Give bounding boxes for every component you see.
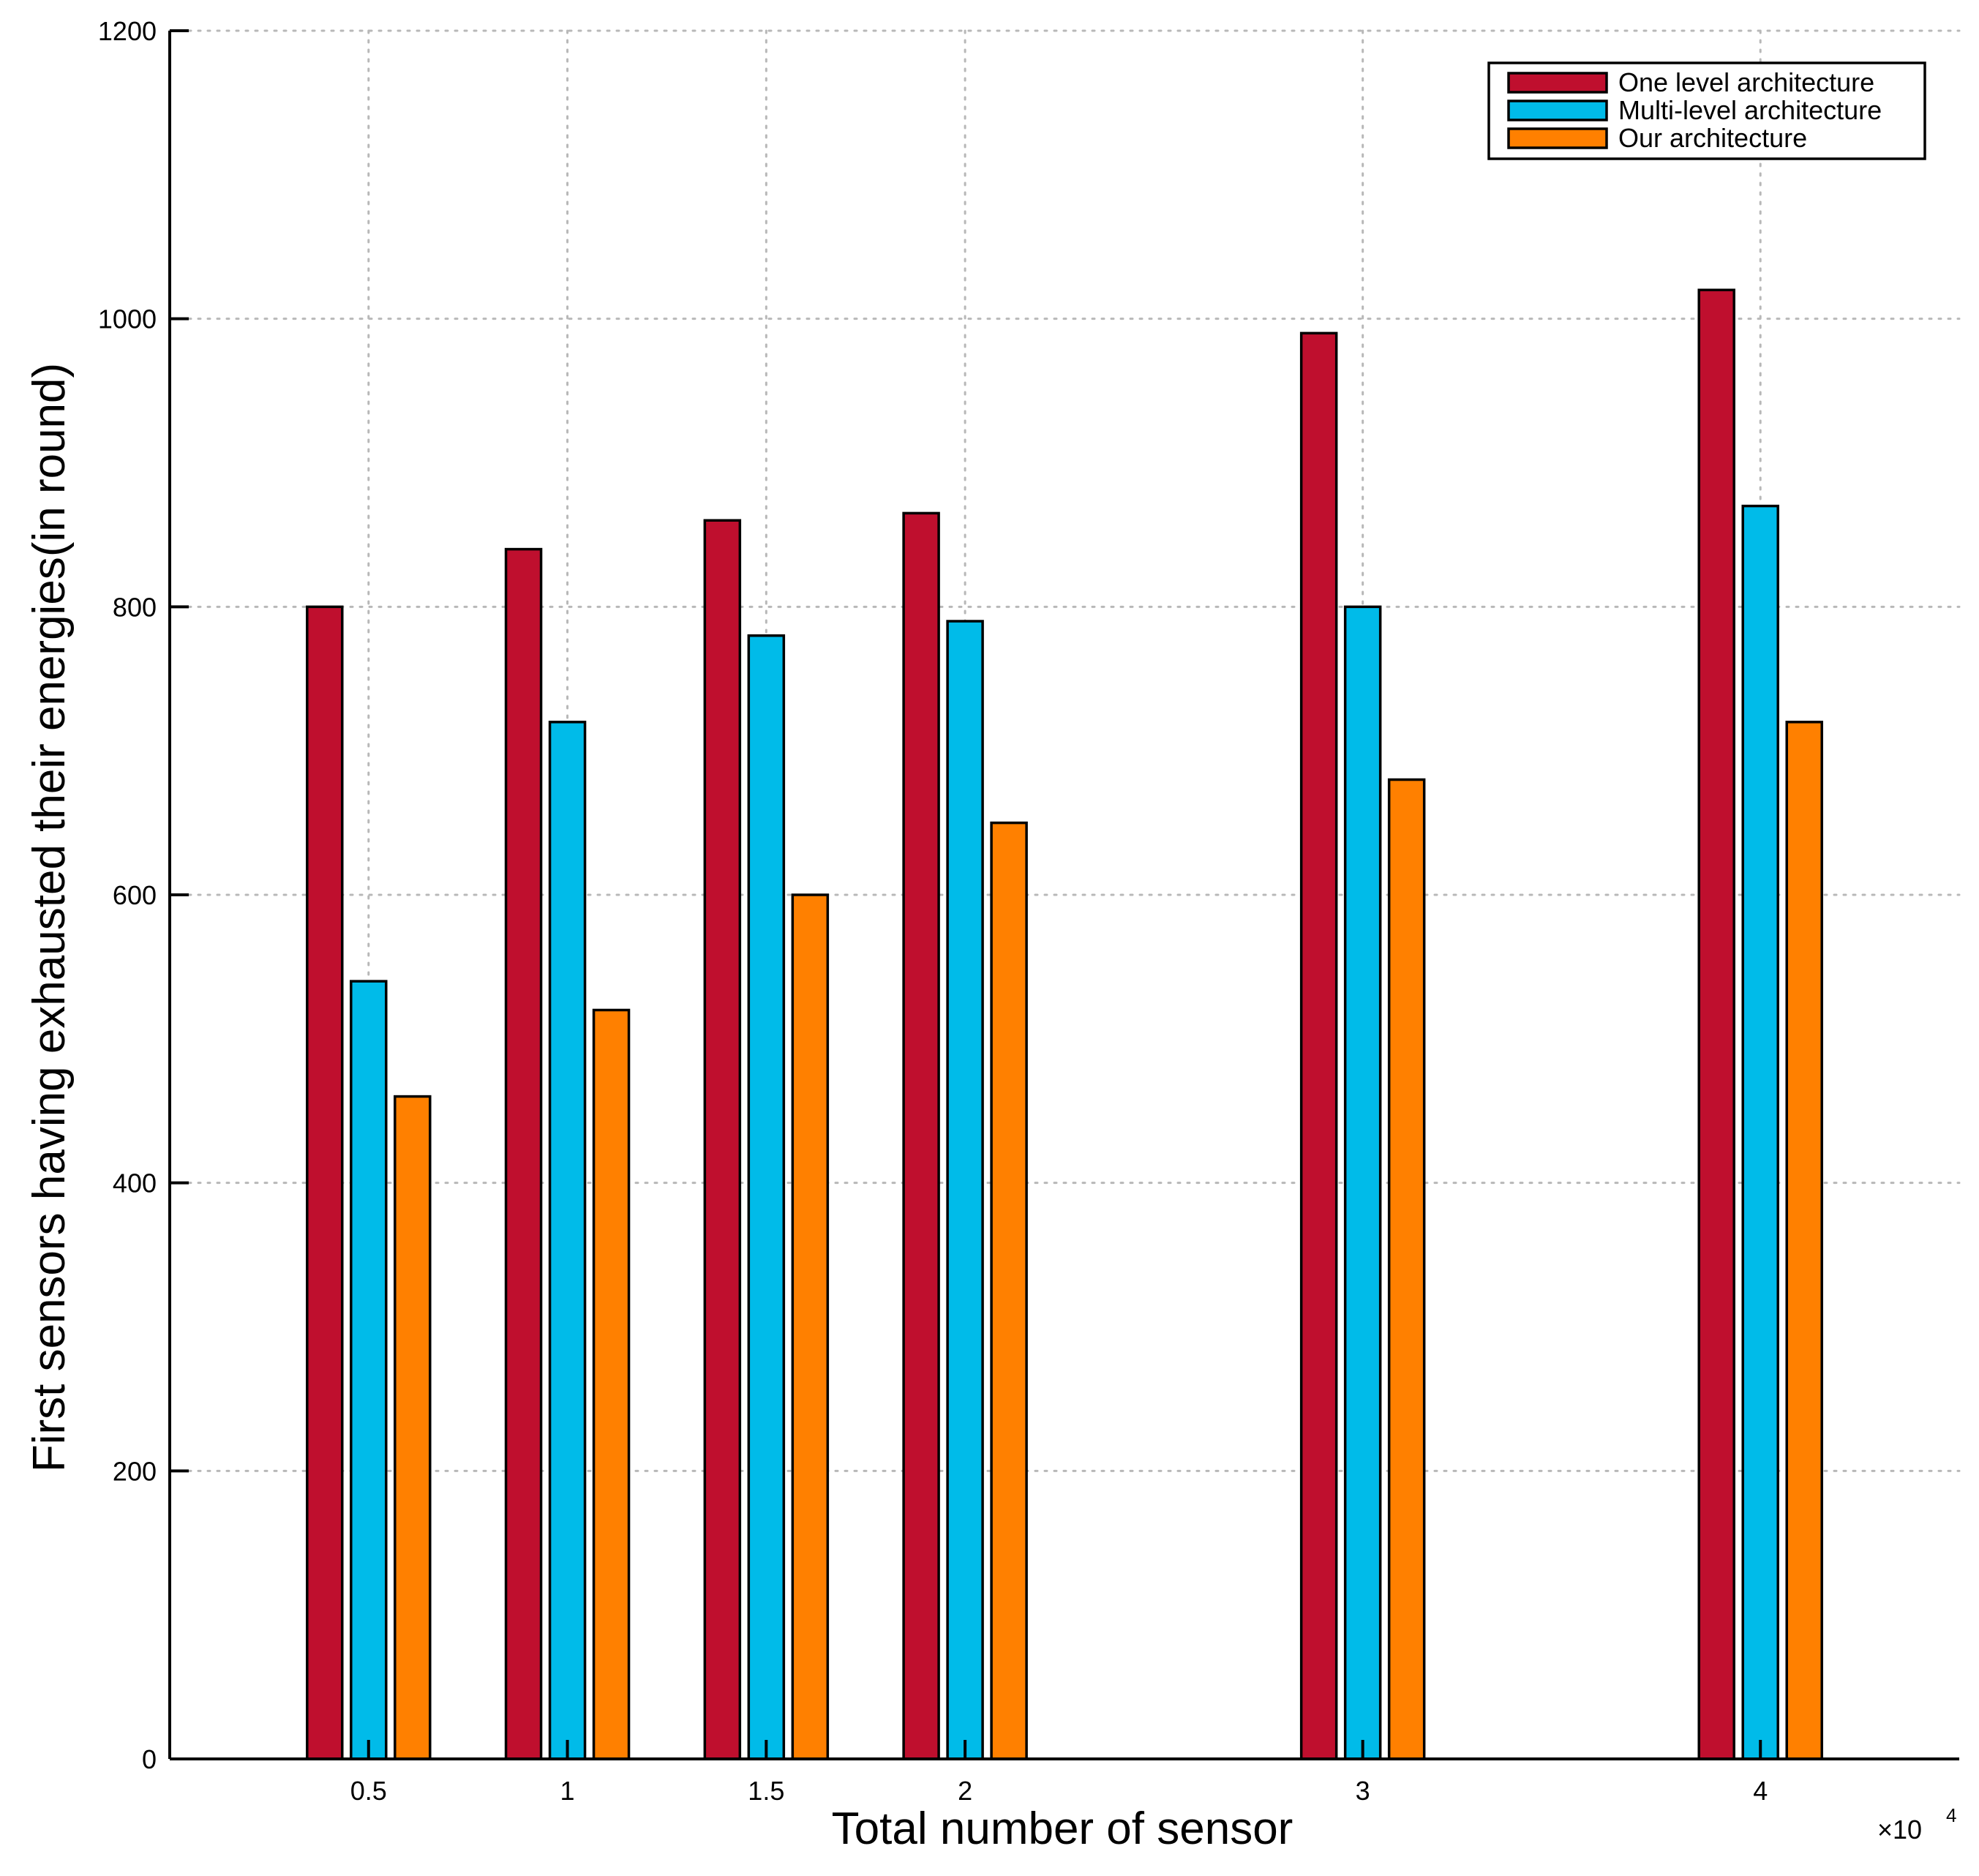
bar-series2-3 — [1343, 605, 1382, 1760]
bar-series3-1.5 — [791, 893, 830, 1760]
y-tick-label-1: 200 — [113, 1456, 157, 1486]
x-tick-label-2: 1.5 — [748, 1776, 784, 1806]
x-tick-label-0: 0.5 — [350, 1776, 387, 1806]
bar-series2-2 — [946, 620, 984, 1760]
grid-lines — [168, 29, 1961, 1760]
bar-series3-4 — [1785, 721, 1823, 1760]
y-tick-label-4: 800 — [113, 592, 157, 622]
x-tick-label-1: 1 — [560, 1776, 575, 1806]
tick-labels: 0 200 400 600 800 1000 1200 0.5 1 1.5 2 3 4 — [98, 16, 1768, 1806]
bar-series2-4 — [1741, 504, 1779, 1760]
bar-series2-1 — [548, 721, 587, 1760]
legend-label-3: Our architecture — [1618, 123, 1807, 153]
y-tick-label-2: 400 — [113, 1168, 157, 1198]
bar-series1-1.5 — [703, 519, 742, 1760]
y-tick-label-5: 1000 — [98, 304, 157, 334]
y-axis-title: First sensors having exhausted their ene… — [24, 363, 75, 1472]
legend-swatch-1 — [1507, 72, 1608, 94]
bar-series3-3 — [1387, 778, 1426, 1760]
bar-series1-1 — [504, 547, 543, 1760]
legend-label-2: Multi-level architecture — [1618, 95, 1882, 125]
bar-series2-1.5 — [747, 634, 786, 1760]
x-multiplier-base: ×10 — [1877, 1815, 1922, 1845]
y-tick-label-6: 1200 — [98, 16, 157, 46]
bar-series1-0.5 — [306, 605, 344, 1760]
bar-series1-4 — [1697, 288, 1735, 1760]
x-tick-label-4: 3 — [1356, 1776, 1370, 1806]
bar-series3-2 — [990, 821, 1028, 1760]
y-tick-label-3: 600 — [113, 880, 157, 910]
x-multiplier-exponent: 4 — [1946, 1804, 1956, 1826]
x-multiplier: ×10 4 — [1877, 1804, 1956, 1845]
axes — [168, 29, 1959, 1760]
x-tick-label-5: 4 — [1753, 1776, 1768, 1806]
y-tick-label-0: 0 — [142, 1744, 157, 1774]
legend-swatch-3 — [1507, 127, 1608, 149]
bar-series1-3 — [1299, 331, 1338, 1760]
x-tick-label-3: 2 — [958, 1776, 972, 1806]
legend-swatch-2 — [1507, 100, 1608, 121]
x-axis-title: Total number of sensor — [832, 1804, 1293, 1854]
bar-series2-0.5 — [350, 980, 388, 1760]
legend-label-1: One level architecture — [1618, 67, 1874, 97]
bars — [306, 288, 1823, 1760]
bar-series3-1 — [592, 1008, 631, 1760]
bar-series3-0.5 — [394, 1095, 432, 1760]
bar-series1-2 — [902, 511, 940, 1760]
